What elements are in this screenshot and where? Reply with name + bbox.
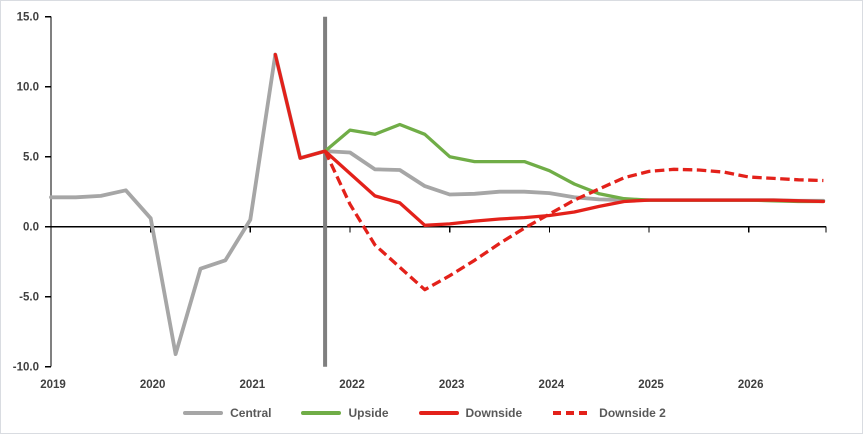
x-tick-label: 2020 [140, 379, 166, 391]
legend-label-upside: Upside [348, 406, 389, 420]
y-tick-label: 10.0 [17, 82, 39, 94]
y-tick-label: -10.0 [13, 362, 39, 374]
y-tick-label: -5.0 [19, 292, 39, 304]
x-tick-label: 2023 [439, 379, 465, 391]
x-tick-label: 2022 [339, 379, 365, 391]
legend-item-upside: Upside [301, 406, 389, 420]
legend-label-downside: Downside [465, 406, 523, 420]
series-line-downside [273, 52, 826, 227]
x-tick-label: 2019 [40, 379, 66, 391]
x-tick-label: 2024 [539, 379, 565, 391]
series-line-central [49, 52, 826, 357]
x-tick-label: 2025 [638, 379, 664, 391]
upside-line-swatch [301, 411, 342, 415]
central-line-swatch [183, 411, 224, 415]
y-tick-label: 0.0 [23, 222, 39, 234]
y-tick-label: 15.0 [17, 12, 39, 24]
y-tick-label: 5.0 [23, 152, 39, 164]
downside-2-dashed-line-swatch [553, 411, 592, 415]
series-line-upside [323, 122, 826, 204]
legend-item-central: Central [183, 407, 271, 419]
series-line-downside-2 [323, 150, 824, 292]
legend-label-central: Central [230, 406, 272, 420]
x-tick-label: 2021 [240, 379, 266, 391]
legend-label-downside-2: Downside 2 [599, 406, 666, 420]
legend: Central Upside Downside Downside 2 [1, 401, 848, 425]
legend-item-downside: Downside [418, 406, 523, 420]
legend-item-downside-2: Downside 2 [552, 407, 666, 419]
downside-line-swatch [418, 411, 459, 415]
x-tick-label: 2026 [738, 379, 764, 391]
